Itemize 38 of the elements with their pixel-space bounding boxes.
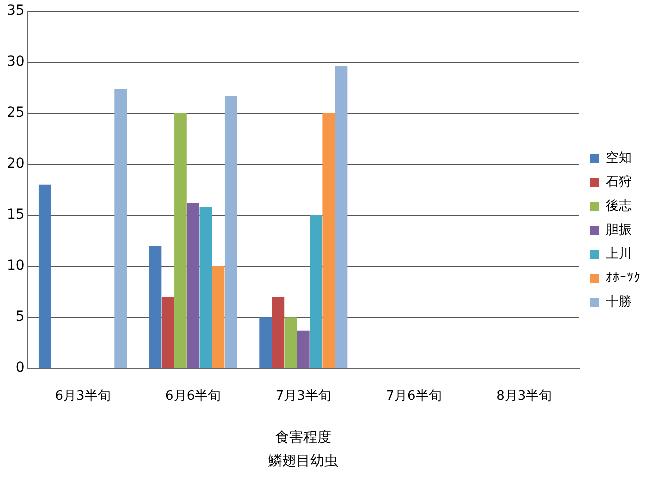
x-tick-label: 7月6半旬 (386, 388, 442, 404)
legend-label: 上川 (606, 246, 632, 262)
y-tick-label: 0 (16, 360, 25, 376)
y-tick-label: 20 (6, 156, 25, 172)
bar (224, 96, 238, 368)
y-tick-label: 10 (6, 258, 25, 274)
x-tick-label: 8月3半旬 (496, 388, 552, 404)
bar (272, 297, 285, 368)
bar (114, 88, 127, 368)
y-tick-label: 5 (16, 309, 25, 326)
text: 鱗翅目幼虫 (268, 454, 339, 470)
x-tick-label: 7月3半旬 (276, 388, 332, 404)
legend-label: 十勝 (606, 294, 632, 310)
bar (187, 203, 200, 368)
bar (284, 318, 298, 368)
bar (162, 297, 174, 368)
y-tick-label: 35 (6, 3, 25, 20)
y-tick-label: 15 (6, 207, 25, 224)
bar (174, 113, 187, 368)
x-tick-label: 6月3半旬 (55, 388, 111, 404)
bar (38, 184, 52, 368)
y-tick-label: 30 (6, 54, 25, 70)
bar (260, 318, 272, 368)
legend-label: 空知 (606, 150, 632, 166)
x-axis-title: 食害程度 (276, 430, 332, 446)
legend-label: 胆振 (606, 222, 632, 238)
bar (149, 246, 162, 368)
bar (200, 207, 212, 368)
bar (212, 266, 225, 368)
bar (322, 113, 336, 368)
y-tick-label: 25 (6, 105, 25, 122)
legend-label: 後志 (606, 198, 632, 214)
legend-label: 石狩 (606, 174, 632, 190)
bar (297, 330, 310, 368)
bar (310, 216, 322, 368)
x-tick-label: 6月6半旬 (166, 388, 222, 404)
legend-label: ｵﾎｰﾂｸ (606, 270, 641, 286)
bar (335, 66, 348, 368)
